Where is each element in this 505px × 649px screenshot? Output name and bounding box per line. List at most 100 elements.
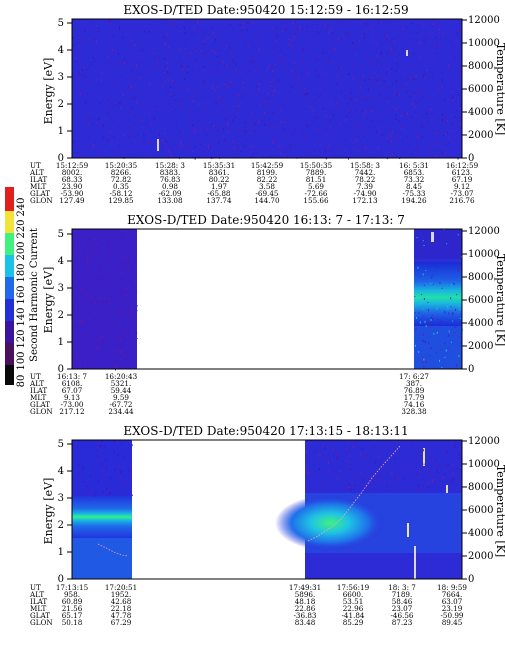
noise-speck [233,72,234,74]
noise-speck [99,357,100,360]
noise-speck [319,96,321,98]
noise-speck [174,152,176,153]
noise-speck [452,23,454,26]
eph-value-glon: 137.74 [206,196,232,205]
noise-speck [248,87,250,89]
noise-speck [316,94,318,96]
noise-speck [249,131,251,134]
noise-speck [317,113,318,116]
noise-speck [171,108,173,111]
noise-speck [324,95,326,97]
noise-speck [456,33,458,36]
noise-speck [107,112,109,115]
noise-speck [386,96,388,99]
noise-speck [200,49,201,52]
noise-speck [242,29,244,31]
noise-speck [378,75,380,77]
noise-speck [250,64,252,67]
noise-speck [280,118,282,120]
eph-value-ilat: 58.46 [392,597,413,606]
noise-speck [256,86,258,88]
noise-speck [289,91,290,93]
noise-speck [345,151,346,153]
noise-speck [203,126,205,129]
eph-value-ut: 17:20:51 [105,583,137,592]
noise-speck [409,152,411,154]
spectrogram-data-right [275,440,462,579]
noise-speck [119,102,121,104]
noise-speck [118,489,120,491]
noise-speck [201,96,203,98]
noise-speck [114,440,115,443]
eph-value-alt: 7889. [306,168,327,177]
noise-speck [268,65,270,68]
noise-speck [105,287,107,289]
noise-speck [306,471,308,474]
noise-speck [183,26,185,27]
noise-speck [381,464,382,466]
noise-speck [354,484,356,487]
noise-speck [209,41,211,44]
noise-speck [389,134,391,136]
noise-speck [165,43,167,45]
energy-axis: 0 1 2 3 4 5 Energy [eV] [42,18,72,164]
noise-speck [151,22,153,24]
noise-speck [409,35,411,38]
noise-speck [180,105,182,107]
noise-speck [329,150,331,153]
noise-speck [103,287,105,290]
noise-speck [394,457,396,460]
noise-speck [131,106,133,109]
noise-speck [108,486,110,488]
noise-speck [266,71,268,73]
noise-speck [314,116,316,119]
eph-row-label: MLT [30,393,47,402]
noise-speck [164,132,166,135]
noise-speck [136,290,138,292]
noise-speck [166,33,168,36]
noise-speck [357,44,358,46]
noise-speck [444,63,446,66]
noise-speck [204,70,206,72]
noise-speck [399,133,401,135]
noise-speck [132,63,134,65]
noise-speck [399,140,401,142]
noise-speck [416,90,418,93]
noise-speck [371,119,373,122]
noise-speck [161,119,163,122]
noise-speck [73,320,74,323]
noise-speck [180,145,182,148]
noise-speck [145,25,147,27]
noise-speck [416,316,418,319]
noise-speck [232,44,233,47]
noise-speck [353,148,355,149]
noise-speck [205,133,207,136]
noise-speck [120,351,122,354]
noise-speck [277,60,279,62]
noise-speck [86,81,88,84]
noise-speck [205,44,207,47]
noise-speck [244,121,246,124]
noise-speck [213,35,215,37]
eph-row-label: GLON [30,618,53,627]
noise-speck [150,123,152,125]
noise-speck [353,468,355,470]
noise-speck [436,91,438,93]
noise-speck [454,445,456,448]
noise-speck [95,312,97,314]
noise-speck [285,103,287,106]
noise-speck [78,71,80,74]
noise-speck [133,356,135,359]
noise-speck [217,84,219,87]
noise-speck [177,52,178,54]
noise-speck [87,54,89,57]
noise-speck [94,466,96,469]
noise-speck [455,136,457,138]
energy-tick-label: 3 [58,493,64,504]
noise-speck [82,74,84,76]
noise-speck [375,447,377,450]
noise-speck [261,43,262,46]
noise-speck [418,311,420,314]
noise-speck [194,117,196,119]
noise-speck [452,314,454,316]
